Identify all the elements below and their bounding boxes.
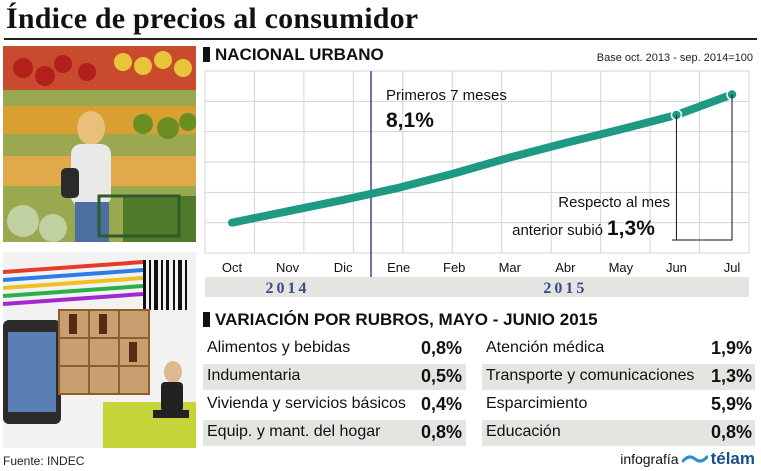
rubro-name: Equip. y mant. del hogar	[207, 423, 381, 440]
year-labels: 2014 2015	[266, 280, 587, 297]
rubro-row: Indumentaria 0,5% Transporte y comunicac…	[203, 364, 755, 390]
rubro-value: 0,8%	[420, 422, 462, 442]
row-cell	[203, 364, 466, 390]
row-cell	[203, 420, 466, 446]
credit-brand: télam	[710, 449, 755, 468]
x-tick-label: Jul	[724, 260, 741, 275]
annotation-bracket	[672, 94, 733, 241]
rubro-name: Indumentaria	[207, 367, 301, 384]
row-cell	[482, 420, 755, 446]
x-tick-label: Dic	[334, 260, 353, 275]
annotation-total-label: Primeros 7 meses	[386, 87, 507, 104]
source-note: Fuente: INDEC	[3, 454, 85, 468]
rubro-row: Equip. y mant. del hogar 0,8% Educación …	[203, 420, 755, 446]
rubro-row: Vivienda y servicios básicos 0,4% Esparc…	[203, 392, 755, 418]
shopping-photo	[3, 252, 196, 448]
page-title: Índice de precios al consumidor	[6, 2, 419, 35]
title-divider	[4, 38, 757, 40]
x-tick-label: Jun	[666, 260, 687, 275]
annotation-monthly-value: 1,3%	[607, 217, 655, 240]
row-cell	[482, 364, 755, 390]
line-chart: Oct Nov Dic Ene Feb Mar Abr May Jun Jul 2014 2015 …	[204, 70, 750, 297]
annotation-monthly-label-2: anterior subió	[512, 222, 603, 239]
rubro-value: 1,9%	[710, 338, 752, 358]
bracket-line	[675, 94, 733, 241]
rubro-row: Alimentos y bebidas 0,8% Atención médica…	[203, 336, 755, 362]
rubros-heading: VARIACIÓN POR RUBROS, MAYO - JUNIO 2015	[203, 310, 598, 330]
rubro-value: 0,8%	[420, 338, 462, 358]
supermarket-photo	[3, 46, 196, 242]
telam-wave-icon	[681, 455, 708, 463]
x-tick-label: Nov	[276, 260, 300, 275]
year-label: 2015	[543, 280, 587, 297]
x-axis-labels: Oct Nov Dic Ene Feb Mar Abr May Jun Jul	[222, 260, 741, 275]
x-tick-label: Oct	[222, 260, 243, 275]
rubro-name: Vivienda y servicios básicos	[207, 395, 406, 412]
year-label: 2014	[266, 280, 310, 297]
heading-marker	[203, 47, 210, 62]
x-tick-label: Abr	[555, 260, 576, 275]
rubro-name: Atención médica	[486, 339, 605, 356]
year-band	[205, 277, 749, 297]
rubro-name: Esparcimiento	[486, 395, 588, 412]
chart-heading-text: NACIONAL URBANO	[215, 45, 384, 64]
rubros-heading-text: VARIACIÓN POR RUBROS, MAYO - JUNIO 2015	[215, 310, 598, 329]
rubro-value: 0,5%	[420, 366, 462, 386]
rubro-name: Educación	[486, 423, 561, 440]
rubro-name: Alimentos y bebidas	[207, 339, 351, 356]
x-tick-label: Feb	[443, 260, 465, 275]
rubro-value: 1,3%	[710, 366, 752, 386]
credit-prefix: infografía	[620, 451, 679, 467]
x-tick-label: May	[609, 260, 634, 275]
base-note: Base oct. 2013 - sep. 2014=100	[596, 52, 753, 64]
x-tick-label: Ene	[387, 260, 410, 275]
heading-marker	[203, 312, 210, 327]
rubro-value: 5,9%	[710, 394, 752, 414]
series-line	[228, 90, 736, 227]
chart-heading: NACIONAL URBANO	[203, 45, 384, 65]
annotation-monthly-label-1: Respecto al mes	[558, 194, 670, 211]
credit: infografía télam	[620, 449, 755, 469]
annotation-total-value: 8,1%	[386, 109, 434, 132]
x-tick-label: Mar	[499, 260, 522, 275]
rubro-value: 0,4%	[420, 394, 462, 414]
chart-grid	[204, 70, 750, 254]
rubro-value: 0,8%	[710, 422, 752, 442]
rubro-name: Transporte y comunicaciones	[486, 367, 695, 384]
